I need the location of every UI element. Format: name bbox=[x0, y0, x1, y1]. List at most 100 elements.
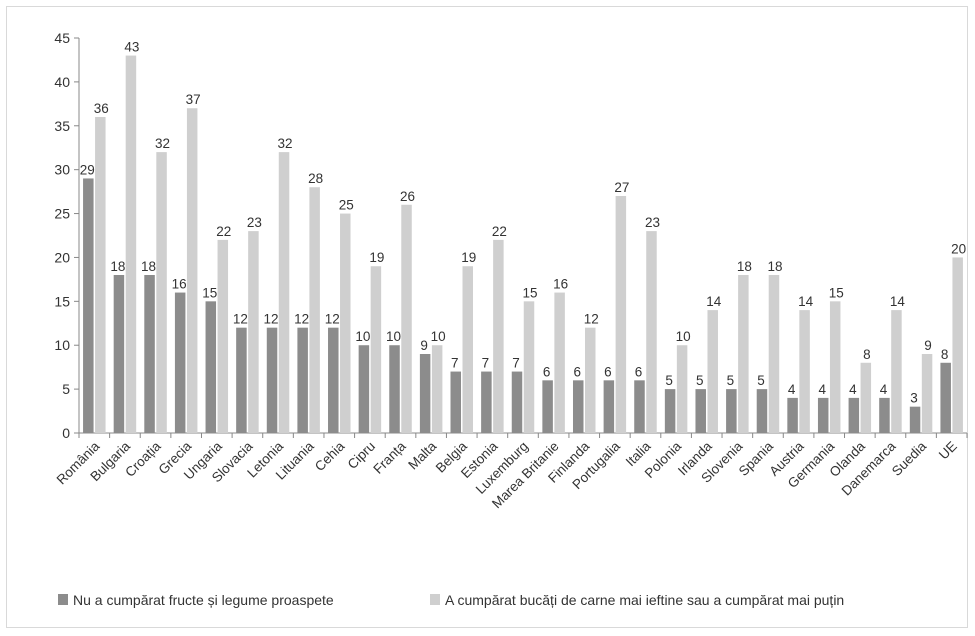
data-label: 5 bbox=[727, 373, 735, 388]
data-label: 36 bbox=[94, 101, 109, 116]
data-label: 6 bbox=[635, 364, 643, 379]
y-tick-label: 10 bbox=[54, 337, 70, 353]
category-labels: RomâniaBulgariaCroațiaGreciaUngariaSlova… bbox=[54, 438, 960, 511]
bar-meat bbox=[186, 108, 198, 433]
y-tick-label: 15 bbox=[54, 293, 70, 309]
data-label: 12 bbox=[584, 312, 599, 327]
bar-meat bbox=[493, 239, 504, 433]
bar-meat bbox=[554, 292, 565, 433]
data-label: 43 bbox=[124, 40, 139, 55]
bar-fruits bbox=[266, 327, 278, 433]
bars bbox=[83, 55, 963, 434]
data-label: 8 bbox=[863, 347, 871, 362]
bar-fruits bbox=[511, 371, 523, 433]
data-label: 32 bbox=[155, 136, 170, 151]
data-label: 16 bbox=[172, 277, 187, 292]
bar-fruits bbox=[572, 380, 584, 433]
data-label: 14 bbox=[798, 294, 814, 309]
data-label: 6 bbox=[543, 364, 551, 379]
data-label: 4 bbox=[788, 382, 796, 397]
data-label: 27 bbox=[614, 180, 629, 195]
data-label: 4 bbox=[818, 382, 826, 397]
bar-meat bbox=[738, 275, 749, 433]
data-label: 29 bbox=[80, 162, 95, 177]
bar-meat bbox=[309, 187, 320, 433]
data-label: 4 bbox=[849, 382, 857, 397]
bar-fruits bbox=[603, 380, 615, 433]
data-label: 15 bbox=[829, 285, 844, 300]
bar-fruits bbox=[389, 345, 400, 433]
bar-fruits bbox=[83, 178, 94, 433]
y-tick-label: 20 bbox=[54, 249, 70, 265]
bar-fruits bbox=[817, 397, 829, 433]
y-tick-label: 35 bbox=[54, 118, 70, 134]
data-label: 22 bbox=[492, 224, 507, 239]
bar-fruits bbox=[787, 397, 798, 433]
data-label: 5 bbox=[665, 373, 673, 388]
data-label: 7 bbox=[482, 356, 490, 371]
bar-meat bbox=[278, 152, 290, 433]
data-label: 19 bbox=[461, 250, 476, 265]
data-label: 4 bbox=[880, 382, 888, 397]
y-tick-label: 45 bbox=[54, 30, 70, 46]
data-label: 18 bbox=[737, 259, 752, 274]
bar-meat bbox=[217, 239, 229, 433]
legend-label: Nu a cumpărat fructe și legume proaspete bbox=[73, 592, 334, 608]
bar-meat bbox=[891, 310, 902, 433]
y-tick-label: 0 bbox=[62, 425, 70, 441]
data-label: 10 bbox=[431, 329, 446, 344]
data-label: 14 bbox=[706, 294, 722, 309]
data-label: 8 bbox=[941, 347, 949, 362]
y-tick-label: 5 bbox=[62, 381, 70, 397]
bar-meat bbox=[95, 117, 106, 433]
y-tick-label: 40 bbox=[54, 74, 70, 90]
data-label: 10 bbox=[355, 329, 370, 344]
bar-meat bbox=[829, 301, 841, 433]
bar-meat bbox=[523, 301, 535, 433]
category-label: UE bbox=[936, 439, 960, 463]
bar-meat bbox=[462, 266, 474, 433]
bar-fruits bbox=[358, 345, 370, 433]
data-label: 28 bbox=[308, 171, 323, 186]
category-label: Cehia bbox=[312, 438, 348, 474]
data-label: 12 bbox=[294, 312, 309, 327]
data-label: 5 bbox=[696, 373, 704, 388]
bar-meat bbox=[676, 345, 688, 433]
data-label: 5 bbox=[757, 373, 765, 388]
data-label: 18 bbox=[141, 259, 156, 274]
data-label: 32 bbox=[278, 136, 293, 151]
bar-fruits bbox=[450, 371, 462, 433]
category-label: Croația bbox=[122, 438, 164, 480]
data-label: 9 bbox=[924, 338, 932, 353]
bar-fruits bbox=[297, 327, 308, 433]
bar-meat bbox=[401, 204, 412, 433]
bar-fruits bbox=[634, 380, 645, 433]
data-label: 6 bbox=[573, 364, 581, 379]
bar-fruits bbox=[664, 389, 676, 433]
legend: Nu a cumpărat fructe și legume proaspete… bbox=[58, 592, 844, 608]
category-label: Suedia bbox=[889, 438, 930, 479]
bar-fruits bbox=[205, 301, 217, 433]
bar-fruits bbox=[174, 292, 186, 433]
bar-fruits bbox=[726, 389, 737, 433]
data-label: 25 bbox=[339, 198, 354, 213]
data-label: 18 bbox=[767, 259, 782, 274]
bar-fruits bbox=[419, 354, 431, 433]
data-label: 37 bbox=[186, 92, 201, 107]
data-label: 14 bbox=[890, 294, 906, 309]
bar-fruits bbox=[879, 397, 890, 433]
data-label: 18 bbox=[110, 259, 125, 274]
bar-fruits bbox=[481, 371, 492, 433]
bar-meat bbox=[707, 310, 718, 433]
bar-meat bbox=[156, 152, 167, 433]
legend-swatch bbox=[430, 594, 440, 605]
data-label: 10 bbox=[386, 329, 401, 344]
bar-meat bbox=[584, 327, 596, 433]
bar-meat bbox=[431, 345, 443, 433]
bar-meat bbox=[768, 275, 780, 433]
bar-fruits bbox=[328, 327, 339, 433]
legend-label: A cumpărat bucăți de carne mai ieftine s… bbox=[445, 592, 844, 608]
bar-fruits bbox=[940, 362, 951, 433]
data-label: 12 bbox=[325, 312, 340, 327]
data-label: 7 bbox=[512, 356, 520, 371]
